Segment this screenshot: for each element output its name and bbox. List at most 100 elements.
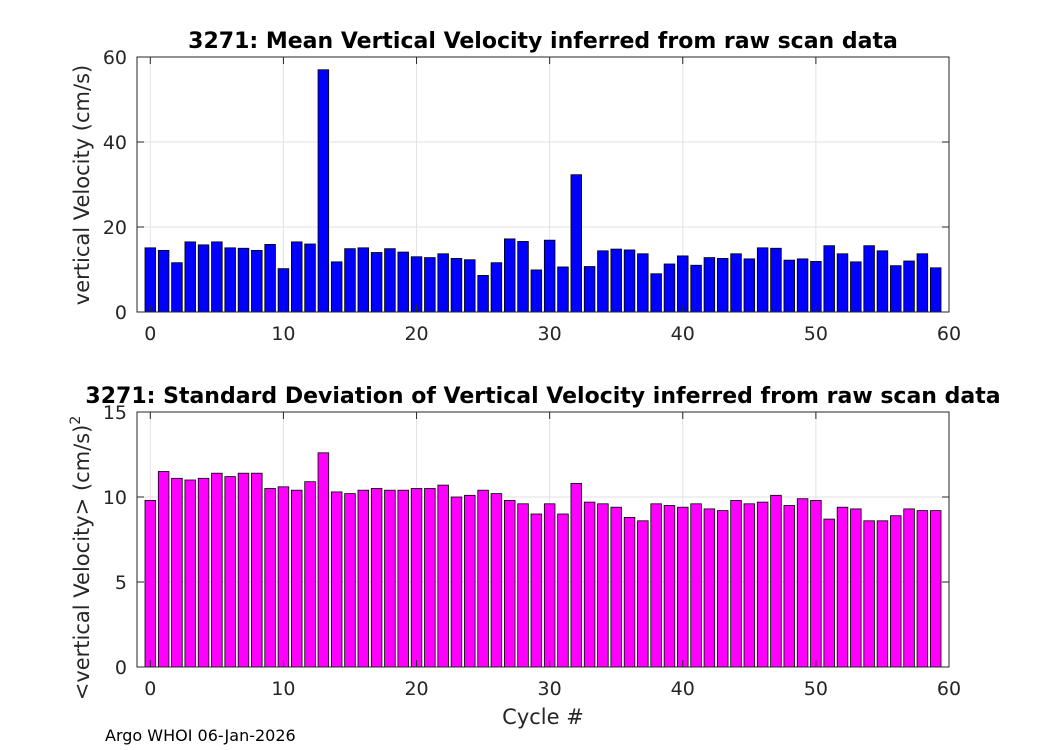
y-axis-label-text: <vertical Velocity> (cm/s) xyxy=(70,425,94,701)
mean-velocity-chart: 3271: Mean Vertical Velocity inferred fr… xyxy=(70,29,961,345)
bar-cycle-7 xyxy=(237,472,250,668)
bar-cycle-34 xyxy=(597,503,609,668)
ticks: 0 10 20 30 40 50 60 0 5 10 15 xyxy=(103,402,961,700)
bar-cycle-2 xyxy=(171,477,183,668)
bar-cycle-43 xyxy=(716,258,729,313)
bar-cycle-31 xyxy=(557,513,569,668)
x-tick-label: 60 xyxy=(937,323,961,345)
y-axis-label: <vertical Velocity> (cm/s)2 xyxy=(68,416,94,701)
bar-cycle-17 xyxy=(370,488,383,668)
bar-cycle-34 xyxy=(597,250,609,313)
bar-cycle-49 xyxy=(796,498,809,668)
bar-cycle-4 xyxy=(197,244,210,313)
bar-cycle-10 xyxy=(277,486,290,668)
bar-cycle-16 xyxy=(357,247,370,313)
bar-cycle-32 xyxy=(570,174,583,313)
bar-cycle-0 xyxy=(144,247,157,313)
bar-cycle-5 xyxy=(211,241,223,313)
x-tick-label: 60 xyxy=(937,678,961,700)
bar-cycle-32 xyxy=(570,482,583,668)
bar-cycle-12 xyxy=(304,243,316,313)
bar-cycle-56 xyxy=(890,515,902,668)
bar-cycle-14 xyxy=(330,261,343,313)
bar-cycle-39 xyxy=(663,505,676,668)
bar-cycle-22 xyxy=(437,253,449,313)
bar-cycle-30 xyxy=(543,239,556,313)
x-tick-label: 30 xyxy=(538,678,562,700)
y-axis-label-superscript: 2 xyxy=(68,416,84,425)
bar-cycle-6 xyxy=(224,476,236,668)
grid xyxy=(137,57,949,312)
x-tick-label: 10 xyxy=(271,678,295,700)
bar-cycle-2 xyxy=(171,262,183,313)
bar-cycle-58 xyxy=(916,253,929,313)
y-tick-label: 40 xyxy=(103,132,127,154)
y-tick-label: 60 xyxy=(103,47,127,69)
y-tick-label: 15 xyxy=(103,402,127,424)
bar-cycle-11 xyxy=(291,241,303,313)
bar-cycle-46 xyxy=(756,247,769,313)
bar-cycle-30 xyxy=(543,503,556,668)
bar-cycle-37 xyxy=(637,253,649,313)
x-tick-label: 30 xyxy=(538,323,562,345)
bar-cycle-1 xyxy=(157,249,170,313)
bar-cycle-55 xyxy=(876,520,889,668)
bar-cycle-52 xyxy=(836,506,849,668)
x-tick-label: 50 xyxy=(804,678,828,700)
bar-cycle-37 xyxy=(637,520,649,668)
bar-cycle-12 xyxy=(304,481,316,668)
bar-cycle-13 xyxy=(317,452,330,668)
x-tick-label: 40 xyxy=(671,323,695,345)
bar-cycle-24 xyxy=(464,494,476,668)
bar-cycle-36 xyxy=(623,517,636,668)
bar-cycle-20 xyxy=(410,256,423,313)
bar-cycle-44 xyxy=(730,499,742,668)
bar-cycle-40 xyxy=(677,255,689,313)
bar-cycle-42 xyxy=(703,257,716,313)
x-tick-label: 0 xyxy=(144,323,156,345)
bar-cycle-45 xyxy=(743,503,756,668)
y-tick-label: 0 xyxy=(115,657,127,679)
bar-cycle-25 xyxy=(477,489,489,668)
bar-cycle-13 xyxy=(317,69,330,313)
bar-cycle-47 xyxy=(770,247,782,313)
bar-cycle-57 xyxy=(903,508,915,668)
bar-cycle-59 xyxy=(929,510,942,668)
bars xyxy=(144,69,942,313)
y-tick-label: 0 xyxy=(115,302,127,324)
bar-cycle-3 xyxy=(184,479,196,668)
bar-cycle-5 xyxy=(211,472,223,668)
bar-cycle-39 xyxy=(663,263,676,313)
y-tick-label: 5 xyxy=(115,572,127,594)
bar-cycle-29 xyxy=(530,513,543,668)
std-velocity-chart: 3271: Standard Deviation of Vertical Vel… xyxy=(68,384,1001,729)
bar-cycle-27 xyxy=(503,238,516,313)
chart-title: 3271: Standard Deviation of Vertical Vel… xyxy=(85,384,1000,409)
x-tick-label: 20 xyxy=(404,678,428,700)
bar-cycle-44 xyxy=(730,253,742,313)
bar-cycle-38 xyxy=(650,273,662,313)
bar-cycle-25 xyxy=(477,275,489,313)
bar-cycle-16 xyxy=(357,489,370,668)
bar-cycle-11 xyxy=(291,489,303,668)
bar-cycle-21 xyxy=(424,488,436,668)
bars xyxy=(144,452,942,668)
bar-cycle-8 xyxy=(251,472,263,668)
x-axis-label: Cycle # xyxy=(502,705,584,729)
bar-cycle-22 xyxy=(437,484,449,668)
bar-cycle-57 xyxy=(903,260,915,313)
bar-cycle-42 xyxy=(703,508,716,668)
footer-credit: Argo WHOI 06-Jan-2026 xyxy=(105,726,296,745)
bar-cycle-14 xyxy=(330,491,343,668)
bar-cycle-28 xyxy=(517,241,529,313)
bar-cycle-19 xyxy=(397,251,409,313)
bar-cycle-15 xyxy=(344,248,356,313)
bar-cycle-19 xyxy=(397,489,409,668)
bar-cycle-24 xyxy=(464,259,476,313)
bar-cycle-54 xyxy=(863,520,875,668)
bar-cycle-9 xyxy=(264,488,276,668)
bar-cycle-4 xyxy=(197,477,210,668)
bar-cycle-1 xyxy=(157,471,170,668)
bar-cycle-26 xyxy=(490,493,503,668)
bar-cycle-23 xyxy=(450,496,463,668)
